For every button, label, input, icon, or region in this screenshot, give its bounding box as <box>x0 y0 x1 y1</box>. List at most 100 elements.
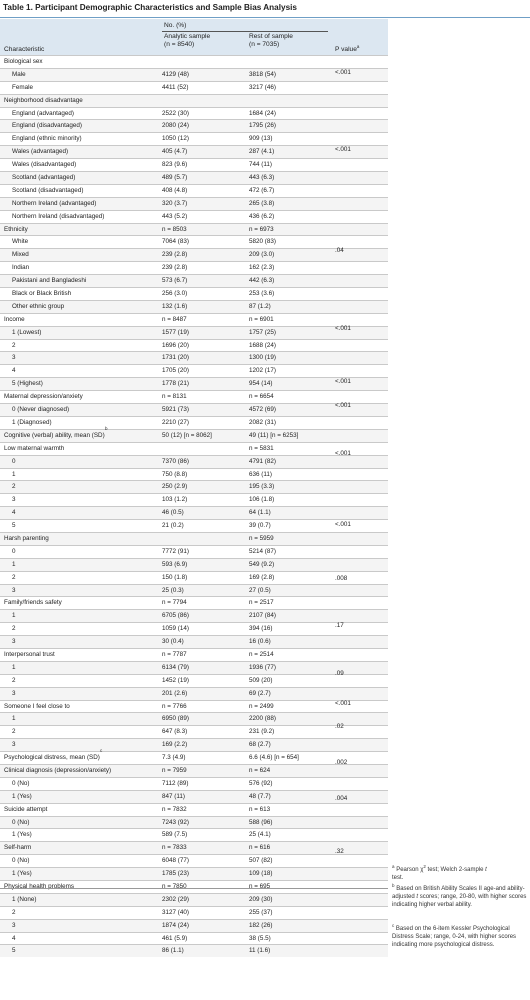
table-row: 0 (No) 7243 (92) 588 (96) <box>0 815 388 829</box>
table-row: 4 46 (0.5) 64 (1.1) <box>0 506 388 520</box>
analytic-sample-cell: 408 (4.8) <box>162 186 188 194</box>
table-row: Ethnicity n = 8503 n = 6973 <box>0 222 388 236</box>
row-label: Ethnicity <box>4 225 28 233</box>
rest-of-sample-cell: 2082 (31) <box>249 418 276 426</box>
table-header: No. (%) Analytic sample (n = 8540) Rest … <box>0 19 388 55</box>
footnote-a: a Pearson χ2 test; Welch 2-sample t test… <box>392 864 487 881</box>
row-label: 2 <box>12 341 16 349</box>
table-row: Indian 239 (2.8) 162 (2.3) <box>0 261 388 274</box>
rest-of-sample-cell: 2107 (84) <box>249 612 276 620</box>
analytic-sample-cell: n = 8503 <box>162 225 187 233</box>
table-row: 1 6134 (79) 1936 (77) <box>0 660 388 674</box>
row-label: Income <box>4 315 25 323</box>
table-row: Scotland (advantaged) 489 (5.7) 443 (6.3) <box>0 171 388 184</box>
p-value-cell: .008 <box>335 574 348 582</box>
p-value-cell: <.001 <box>335 324 351 332</box>
row-label: 1 <box>12 663 16 671</box>
rest-of-sample-cell: n = 5831 <box>249 444 274 452</box>
row-label: 2 <box>12 573 16 581</box>
table-row: Psychological distress, mean (SD) c 7.3 (4… <box>0 748 388 764</box>
row-label: 1 <box>12 560 16 568</box>
analytic-sample-cell: 150 (1.8) <box>162 573 188 581</box>
table-row: Pakistani and Bangladeshi 573 (6.7) 442 (6… <box>0 274 388 288</box>
rest-of-sample-cell: 549 (9.2) <box>249 560 275 568</box>
rest-of-sample-cell: 443 (6.3) <box>249 174 275 182</box>
row-label: Suicide attempt <box>4 805 48 813</box>
rest-of-sample-cell: 38 (5.5) <box>249 934 271 942</box>
rest-of-sample-cell: 231 (9.2) <box>249 728 275 736</box>
p-value-cell: .04 <box>335 247 344 255</box>
row-label: 0 (No) <box>12 857 30 865</box>
table-row: 0 7772 (91) 5214 (87) <box>0 544 388 558</box>
analytic-sample-cell: 1874 (24) <box>162 921 189 929</box>
rest-of-sample-cell: 87 (1.2) <box>249 302 271 310</box>
table-row: 1 (Diagnosed) 2210 (27) 2082 (31) <box>0 415 388 429</box>
table-row: 5 86 (1.1) 11 (1.6) <box>0 944 388 958</box>
p-value-cell: <.001 <box>335 378 351 386</box>
row-label: 2 <box>12 483 16 491</box>
row-label: 1 <box>12 470 16 478</box>
analytic-sample-cell: 30 (0.4) <box>162 638 184 646</box>
analytic-sample-cell: 7243 (92) <box>162 818 189 826</box>
row-label: 3 <box>12 741 16 749</box>
table-row: Suicide attempt n = 7832 n = 613 <box>0 802 388 816</box>
rest-of-sample-cell: 1688 (24) <box>249 341 276 349</box>
analytic-sample-cell: 1785 (23) <box>162 870 189 878</box>
row-label: England (disadvantaged) <box>12 122 83 130</box>
table-title-bar: Table 1. Participant Demographic Charact… <box>0 0 530 18</box>
table-row: Self-harm n = 7833 n = 616 <box>0 841 388 855</box>
table-row: 3 30 (0.4) 16 (0.6) <box>0 635 388 648</box>
table-row: 2 647 (8.3) 231 (9.2) <box>0 725 388 738</box>
analytic-sample-cell: 25 (0.3) <box>162 586 184 594</box>
rest-of-sample-cell: 3217 (46) <box>249 83 276 91</box>
table-row: Other ethnic group 132 (1.6) 87 (1.2) <box>0 299 388 313</box>
rest-of-sample-cell: 109 (18) <box>249 870 273 878</box>
row-label: 2 <box>12 625 16 633</box>
analytic-sample-cell: 6134 (79) <box>162 663 189 671</box>
rest-of-sample-cell: 436 (6.2) <box>249 212 275 220</box>
table-row: Mixed 239 (2.8) 209 (3.0) <box>0 248 388 262</box>
table-row: Female 4411 (52) 3217 (46) <box>0 80 388 94</box>
table-row: 3 201 (2.6) 69 (2.7) <box>0 686 388 700</box>
row-label: Black or Black British <box>12 290 72 298</box>
analytic-sample-cell: n = 8131 <box>162 393 187 401</box>
p-value-cell: <.001 <box>335 521 351 529</box>
row-label: Northern Ireland (disadvantaged) <box>12 212 105 220</box>
table-title: Table 1. Participant Demographic Charact… <box>3 3 297 12</box>
analytic-sample-cell: 201 (2.6) <box>162 689 188 697</box>
analytic-sample-cell: 750 (8.8) <box>162 470 188 478</box>
row-label: 1 (Yes) <box>12 870 32 878</box>
analytic-sample-cell: 573 (6.7) <box>162 277 188 285</box>
table-row: Harsh parenting n = 5959 <box>0 531 388 545</box>
row-label: Self-harm <box>4 844 32 852</box>
p-value-cell: <.001 <box>335 146 351 154</box>
row-label: 1 <box>12 612 16 620</box>
rest-of-sample-cell: n = 5959 <box>249 534 274 542</box>
analytic-sample-cell: 46 (0.5) <box>162 509 184 517</box>
row-label: 0 (No) <box>12 779 30 787</box>
table-row: Someone I feel close to n = 7766 n = 2499 <box>0 699 388 713</box>
footnote-b: b Based on British Ability Scales II age… <box>392 883 527 908</box>
rest-of-sample-cell: 162 (2.3) <box>249 264 275 272</box>
analytic-sample-cell: 103 (1.2) <box>162 496 188 504</box>
analytic-sample-cell: 847 (11) <box>162 792 185 800</box>
row-label: 2 <box>12 728 16 736</box>
row-label: 3 <box>12 638 16 646</box>
row-label: Indian <box>12 264 30 272</box>
header-p-value: P valuea <box>335 43 360 53</box>
table-row: 3 1874 (24) 182 (26) <box>0 918 388 932</box>
table-row: Black or Black British 256 (3.0) 253 (3.6) <box>0 287 388 300</box>
analytic-sample-cell: 239 (2.8) <box>162 264 188 272</box>
rest-of-sample-cell: 442 (6.3) <box>249 277 275 285</box>
analytic-sample-cell: 2302 (29) <box>162 895 189 903</box>
rest-of-sample-cell: 5820 (83) <box>249 238 276 246</box>
header-no-pct: No. (%) <box>164 22 187 29</box>
row-label: 2 <box>12 676 16 684</box>
table-row: Neighborhood disadvantage <box>0 93 388 107</box>
analytic-sample-cell: 86 (1.1) <box>162 947 184 955</box>
rest-of-sample-cell: 509 (20) <box>249 676 273 684</box>
analytic-sample-cell: 1059 (14) <box>162 625 189 633</box>
table-row: 2 3127 (40) 255 (37) <box>0 905 388 919</box>
footnote-c: c Based on the 6-item Kessler Psychologi… <box>392 923 517 948</box>
row-label: 5 (Highest) <box>12 380 43 388</box>
